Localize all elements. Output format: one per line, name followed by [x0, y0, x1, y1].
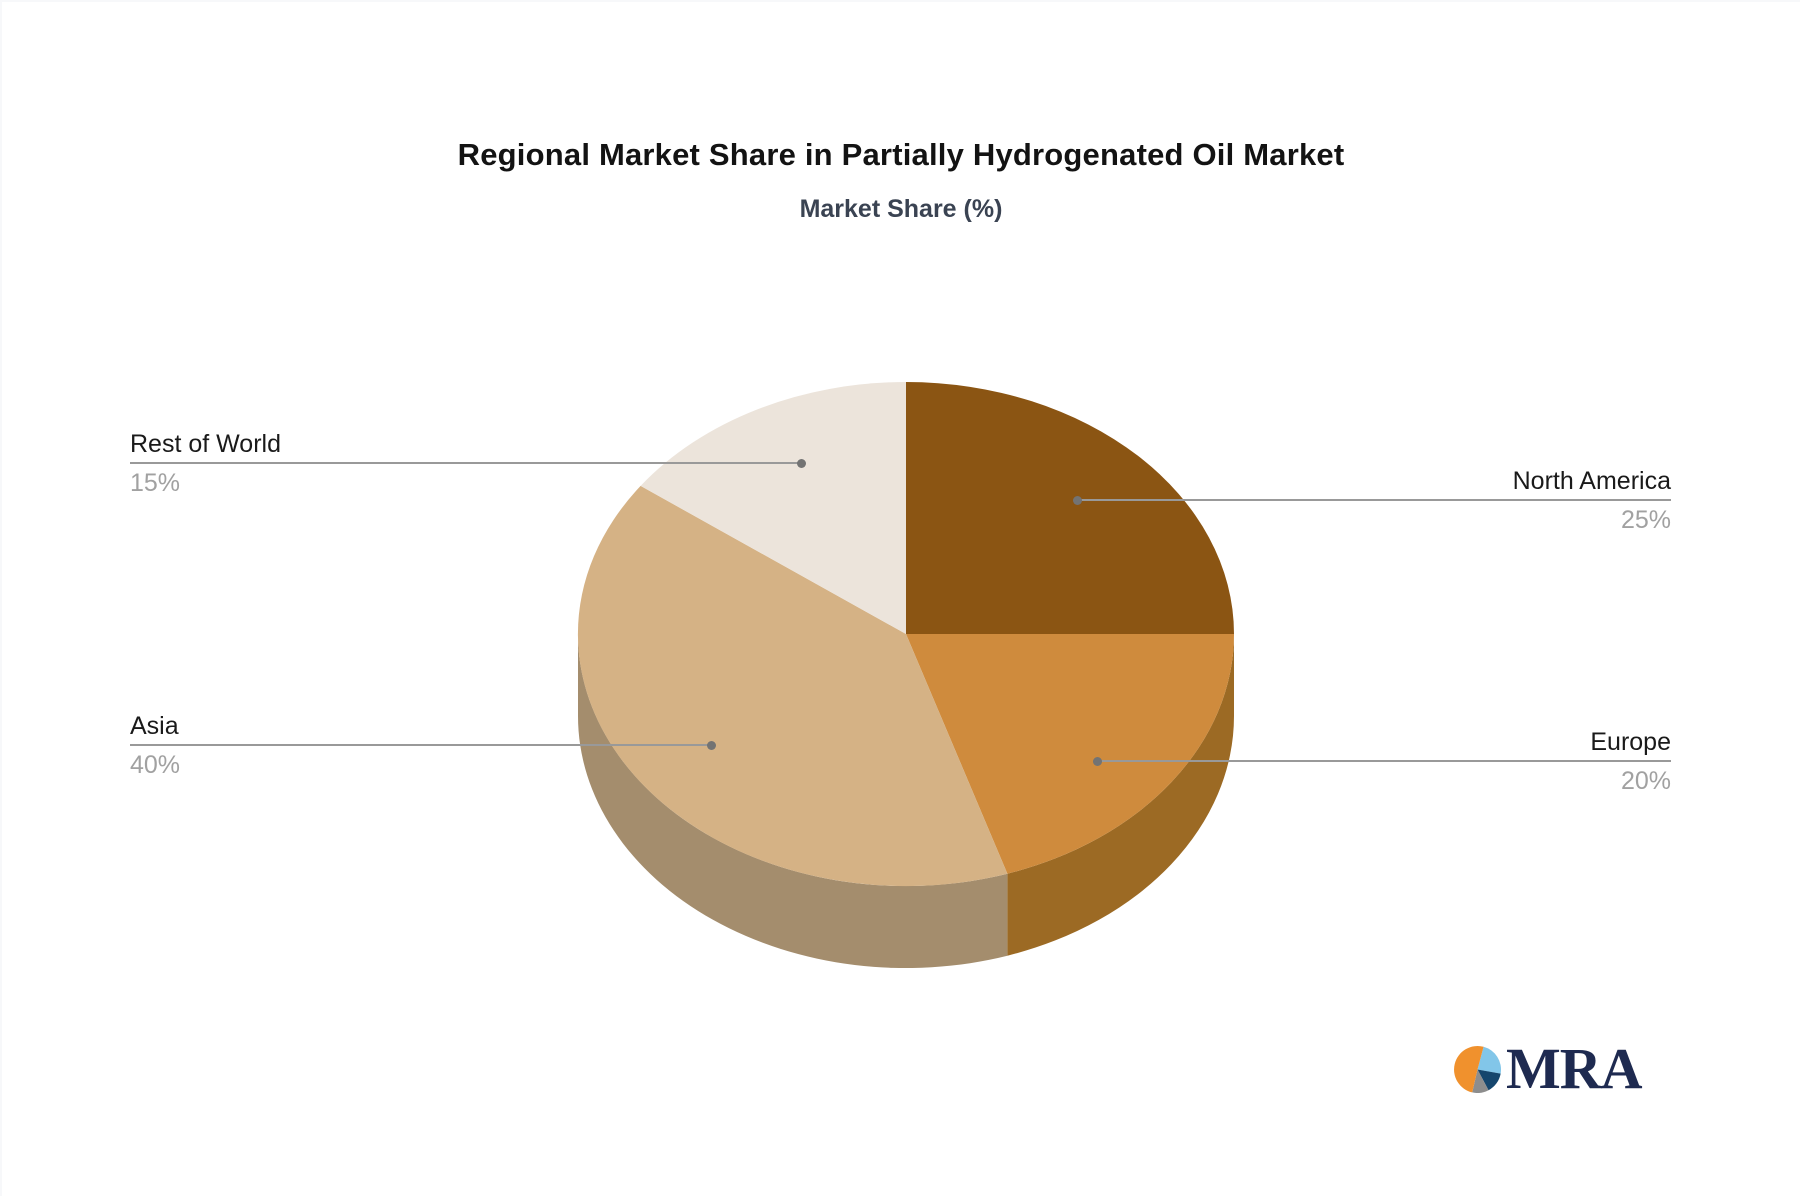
mra-logo-text: MRA: [1506, 1036, 1643, 1101]
leader-line-rest-of-world: [130, 458, 806, 468]
logo-wedge-lightblue: [1477, 1046, 1501, 1074]
callout-asia: Asia 40%: [130, 711, 716, 780]
chart-title: Regional Market Share in Partially Hydro…: [457, 137, 1345, 172]
slice-label-rest-of-world: Rest of World: [130, 430, 281, 458]
leader-dot-asia: [707, 740, 716, 750]
slice-percent-asia: 40%: [130, 751, 181, 779]
slice-label-north-america: North America: [1512, 467, 1671, 495]
pie-slice-rest-of-world[interactable]: [640, 382, 906, 634]
leader-dot-north-america: [1073, 495, 1082, 505]
pie-side-europe: [1007, 634, 1234, 956]
logo-wedge-gray: [1472, 1069, 1489, 1093]
callout-north-america: North America 25%: [1073, 466, 1671, 535]
slice-percent-rest-of-world: 15%: [130, 469, 181, 497]
pie-side-asia: [578, 634, 1008, 969]
leader-line-asia: [130, 740, 716, 750]
slice-label-asia: Asia: [130, 712, 179, 740]
pie-slice-europe[interactable]: [906, 634, 1234, 874]
slice-percent-europe: 20%: [1620, 767, 1671, 795]
slice-label-europe: Europe: [1590, 728, 1671, 756]
pie-slice-asia[interactable]: [577, 485, 1008, 887]
chart-subtitle: Market Share (%): [799, 195, 1003, 223]
slice-percent-north-america: 25%: [1620, 506, 1671, 534]
mra-logo: MRA: [1454, 1036, 1643, 1101]
leader-dot-europe: [1093, 756, 1102, 766]
logo-wedge-navy: [1477, 1069, 1501, 1090]
callout-europe: Europe 20%: [1093, 727, 1671, 796]
leader-dot-rest-of-world: [797, 458, 806, 468]
leader-line-europe: [1093, 756, 1671, 766]
logo-wedge-orange: [1454, 1045, 1484, 1092]
pie-slice-north-america[interactable]: [906, 382, 1234, 634]
mra-logo-pie-icon: [1454, 1045, 1501, 1093]
leader-line-north-america: [1073, 495, 1671, 505]
callout-rest-of-world: Rest of World 15%: [130, 429, 806, 498]
